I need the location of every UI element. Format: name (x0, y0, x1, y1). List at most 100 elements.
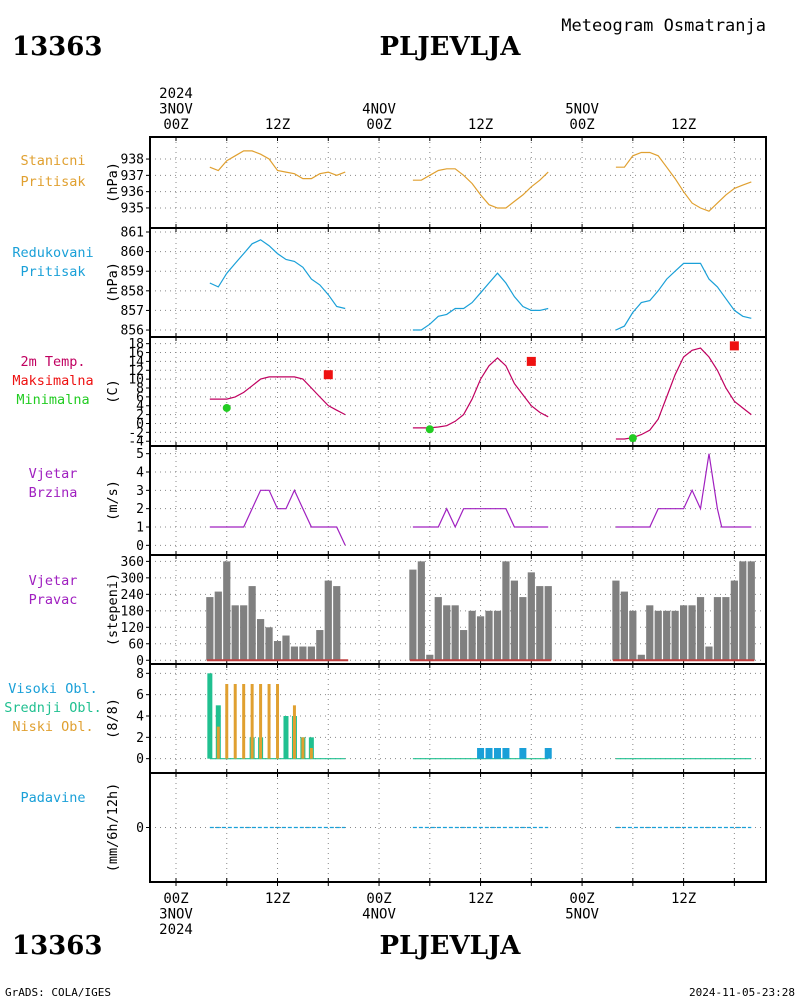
direction-bar (485, 610, 493, 661)
bottom-time-label: 4NOV (362, 907, 396, 923)
direction-bar (493, 610, 502, 661)
y-tick-label: 860 (121, 245, 144, 260)
y-tick-label: 16 (128, 346, 144, 361)
y-tick-label: 0 (136, 752, 144, 767)
y-tick-label: 1 (136, 521, 144, 536)
y-tick-label: 12 (128, 364, 144, 379)
y-tick-label: 0 (136, 539, 144, 554)
top-time-label: 00Z (569, 117, 594, 133)
panel-ylabel: (8/8) (105, 698, 121, 739)
y-tick-label: 858 (121, 284, 144, 299)
direction-bar (527, 572, 535, 661)
direction-bar (451, 605, 459, 661)
y-tick-label: 300 (121, 571, 144, 586)
direction-bar (290, 646, 299, 661)
y-tick-label: 2 (136, 731, 144, 746)
top-time-label: 00Z (366, 117, 391, 133)
series-line (412, 272, 549, 331)
top-time-label: 3NOV (159, 102, 193, 118)
high-cloud-bar (519, 748, 527, 759)
y-tick-label: 18 (128, 337, 144, 352)
direction-bar (696, 597, 705, 661)
direction-bar (223, 561, 231, 661)
direction-bar (316, 630, 324, 661)
y-tick-label: 856 (121, 324, 144, 339)
bottom-time-label: 12Z (265, 891, 290, 907)
high-cloud-bar (493, 748, 501, 759)
y-tick-label: 5 (136, 447, 144, 462)
footer-timestamp: 2024-11-05-23:28 (689, 986, 795, 999)
direction-bar (646, 605, 654, 661)
y-tick-label: 935 (121, 201, 144, 216)
bottom-time-label: 5NOV (565, 907, 599, 923)
station-id-top: 13363 (12, 32, 102, 62)
direction-bar (248, 586, 256, 661)
series-line (412, 507, 549, 529)
low-cloud-bar (309, 748, 313, 759)
series-line (412, 168, 549, 209)
direction-bar (637, 654, 645, 661)
direction-bar (502, 561, 510, 661)
direction-bar (705, 646, 713, 661)
y-tick-label: 360 (121, 555, 144, 570)
y-tick-label: 937 (121, 169, 144, 184)
series-line (615, 151, 752, 212)
panel-name-line: Padavine (20, 790, 85, 806)
panel-frame (149, 336, 767, 447)
y-tick-label: 3 (136, 484, 144, 499)
direction-bar (307, 646, 315, 661)
y-tick-label: 6 (136, 688, 144, 703)
high-cloud-bar (477, 748, 485, 759)
y-tick-label: 0 (136, 821, 144, 836)
low-cloud-bar (259, 684, 263, 759)
low-cloud-bar (242, 684, 246, 759)
panel-ylabel: (C) (105, 379, 121, 403)
y-tick-label: 857 (121, 304, 144, 319)
direction-bar (747, 561, 755, 661)
direction-bar (265, 627, 273, 661)
bottom-time-label: 00Z (569, 891, 594, 907)
footer-credit: GrADS: COLA/IGES (5, 986, 111, 999)
panel-name-line: 2m Temp. (20, 354, 85, 370)
panel-ylabel: (mm/6h/12h) (105, 783, 121, 872)
direction-bar (282, 635, 290, 661)
y-tick-label: 936 (121, 185, 144, 200)
direction-bar (426, 654, 434, 661)
series-line (209, 376, 346, 416)
panel-ylabel: (hPa) (105, 262, 121, 303)
y-tick-label: -4 (128, 435, 144, 450)
y-tick-label: 6 (136, 390, 144, 405)
top-time-label: 00Z (163, 117, 188, 133)
y-tick-label: 861 (121, 226, 144, 241)
direction-bar (688, 605, 696, 661)
direction-bar (629, 610, 637, 661)
series-line (615, 347, 752, 440)
panel-frame (149, 445, 767, 556)
tmin-marker (628, 434, 637, 443)
direction-bar (680, 605, 688, 661)
y-tick-label: 4 (136, 710, 144, 725)
panel-name-line: Stanicni (20, 153, 85, 169)
direction-bar (333, 586, 341, 661)
low-cloud-bar (225, 684, 229, 759)
panel-name-line: Maksimalna (12, 373, 93, 389)
direction-bar (273, 641, 282, 661)
low-cloud-bar (233, 684, 237, 759)
series-line (412, 357, 549, 429)
direction-bar (663, 610, 671, 661)
top-time-label: 12Z (468, 117, 493, 133)
direction-bar (713, 597, 722, 661)
low-cloud-bar (216, 726, 220, 759)
mid-cloud-bar (207, 673, 213, 759)
panel-name-line: Redukovani (12, 245, 93, 261)
panel-ylabel: (m/s) (105, 480, 121, 521)
direction-bar (722, 597, 730, 661)
series-line (615, 453, 752, 528)
tmin-marker (222, 403, 231, 412)
panel-name-line: Vjetar (29, 466, 78, 482)
direction-bar (206, 597, 214, 661)
